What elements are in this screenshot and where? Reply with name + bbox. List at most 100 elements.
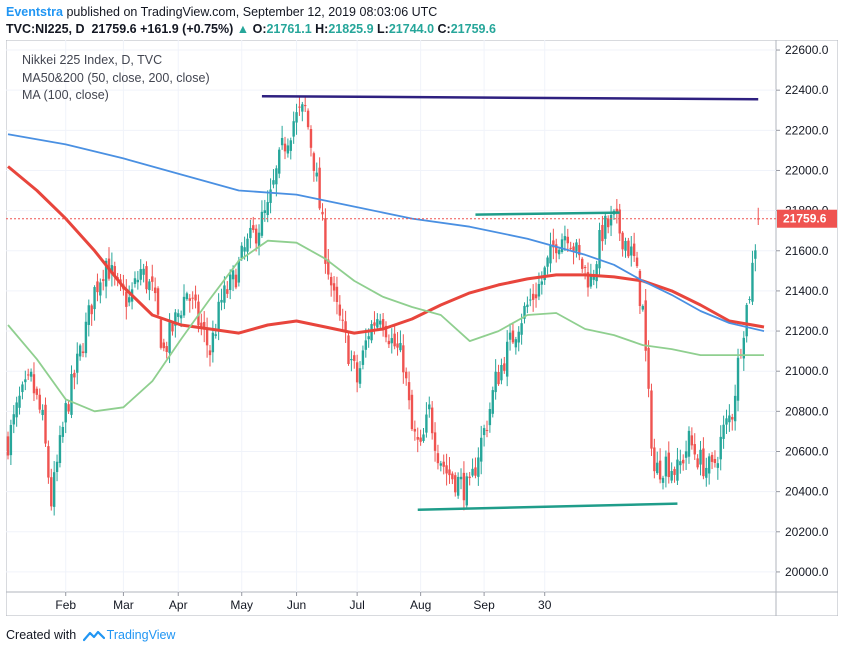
candle-body	[754, 250, 757, 259]
candle-body	[448, 469, 451, 476]
candle-body	[702, 448, 705, 477]
candle-body	[263, 210, 267, 213]
candle-body	[220, 299, 223, 303]
candle-body	[491, 390, 494, 414]
candle-body	[41, 409, 44, 416]
ma-line-ma200	[7, 133, 765, 332]
candle-body	[676, 459, 679, 481]
ohlc-header: TVC:NI225, D 21759.6 +161.9 (+0.75%) ▲ O…	[6, 22, 496, 36]
candle-body	[710, 454, 714, 462]
candle-body	[148, 281, 151, 291]
candle-body	[575, 242, 578, 252]
candle-body	[338, 304, 342, 316]
candle-body	[477, 457, 480, 477]
candle-body	[578, 245, 581, 256]
candle-body	[520, 323, 523, 335]
candle-body	[298, 106, 301, 108]
candle-body	[139, 269, 142, 280]
y-tick-label: 20000.0	[785, 565, 829, 579]
candle-body	[682, 459, 685, 464]
candle-body	[52, 472, 56, 507]
candle-body	[47, 446, 50, 478]
author-name[interactable]: Eventstra	[6, 5, 63, 19]
candle-body	[601, 224, 604, 242]
footer: Created with TradingView	[6, 628, 175, 642]
candle-body	[110, 265, 114, 275]
candle-body	[353, 355, 356, 361]
chart-area[interactable]: 20000.0 20200.0 20400.0 20600.0 20800.0 21000…	[5, 39, 839, 617]
candle-body	[217, 301, 220, 331]
candle-body	[404, 371, 408, 379]
candle-body	[488, 409, 492, 426]
up-arrow-icon: ▲	[236, 22, 250, 36]
candle-body	[514, 339, 518, 348]
candle-body	[243, 247, 246, 252]
candle-body	[693, 444, 696, 455]
support-trendline	[417, 502, 678, 511]
open-label: O:	[252, 22, 267, 36]
candle-body	[468, 476, 471, 479]
candle-body	[592, 275, 595, 280]
trendlines-layer[interactable]	[261, 94, 759, 511]
legend-ma100[interactable]: MA (100, close)	[22, 88, 109, 102]
candle-body	[168, 322, 171, 353]
published-text: published on TradingView.com, September …	[66, 5, 438, 19]
candle-body	[234, 274, 238, 288]
y-tick-label: 20200.0	[785, 525, 829, 539]
candle-body	[113, 266, 116, 276]
candle-body	[304, 105, 307, 107]
symbol-label: TVC:NI225, D	[6, 22, 85, 36]
legend-symbol[interactable]: Nikkei 225 Index, D, TVC	[22, 53, 163, 67]
candle-body	[309, 129, 313, 148]
candle-body	[618, 209, 621, 234]
candle-body	[61, 426, 65, 437]
candle-body	[505, 341, 509, 377]
candle-body	[508, 332, 512, 340]
candle-body	[29, 371, 33, 377]
candle-body	[136, 279, 140, 283]
candle-body	[341, 319, 344, 321]
candle-body	[387, 340, 391, 345]
candle-body	[237, 260, 241, 283]
candle-body	[165, 346, 168, 352]
created-with-text: Created with	[6, 628, 77, 642]
candle-body	[162, 342, 166, 349]
candle-body	[733, 395, 737, 422]
candle-body	[231, 270, 235, 280]
x-tick-label: Feb	[55, 598, 76, 612]
candle-body	[78, 345, 82, 357]
july-range-line	[475, 211, 620, 216]
candle-body	[465, 476, 468, 506]
candle-body	[583, 267, 587, 269]
candle-body	[254, 228, 258, 244]
candle-body	[497, 371, 500, 385]
low-label: L:	[377, 22, 389, 36]
candle-body	[690, 435, 694, 446]
candle-body	[315, 172, 318, 177]
candle-body	[344, 321, 347, 333]
ma-line-ma50	[7, 165, 765, 335]
price-axis[interactable]: 20000.0 20200.0 20400.0 20600.0 20800.0 21000…	[6, 43, 829, 579]
candle-body	[644, 300, 647, 351]
candle-body	[373, 322, 376, 326]
candle-body	[142, 268, 145, 275]
candle-body	[96, 281, 99, 293]
tradingview-brand[interactable]: TradingView	[106, 628, 176, 642]
candle-body	[156, 288, 160, 315]
current-price-label: 21759.6	[783, 212, 827, 226]
candle-body	[451, 473, 454, 480]
candle-body	[35, 388, 39, 395]
price-chart[interactable]: 20000.0 20200.0 20400.0 20600.0 20800.0 21000…	[5, 39, 839, 617]
y-tick-label: 21400.0	[785, 284, 829, 298]
candle-body	[379, 320, 382, 325]
candle-body	[12, 414, 15, 425]
candle-body	[194, 294, 197, 301]
legend-ma50-200[interactable]: MA50&200 (50, close, 200, close)	[22, 71, 210, 85]
candle-body	[84, 321, 88, 354]
candle-body	[482, 428, 486, 436]
candle-body	[283, 143, 287, 152]
candle-body	[260, 211, 264, 236]
candle-body	[716, 463, 720, 468]
candle-body	[430, 407, 434, 434]
candle-body	[422, 434, 425, 441]
